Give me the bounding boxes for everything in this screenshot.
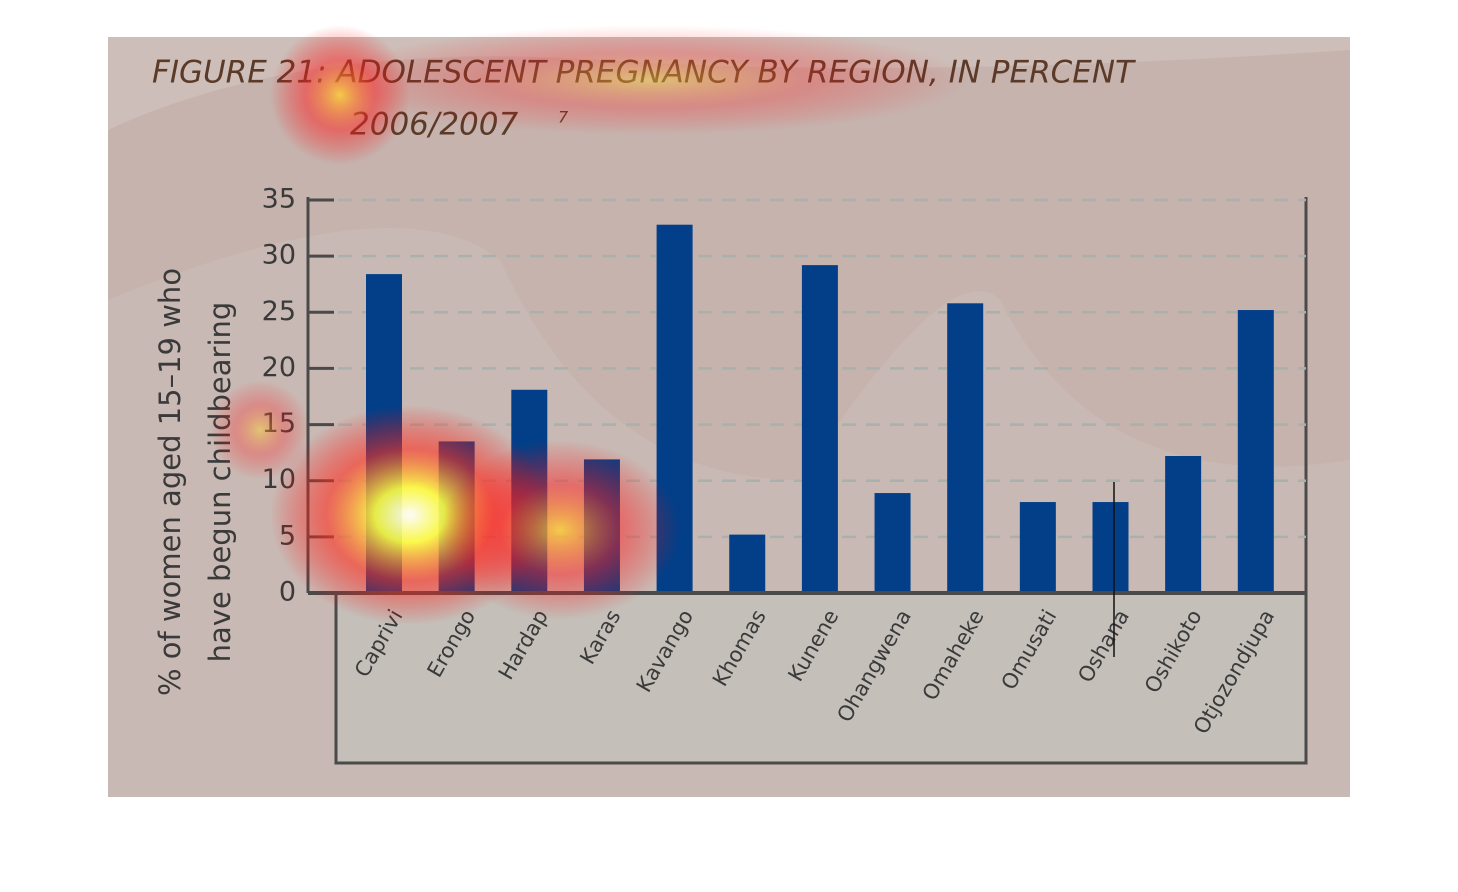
heat-spot bbox=[330, 25, 970, 135]
bg-shape bbox=[108, 37, 1350, 130]
bar bbox=[947, 303, 984, 593]
bar bbox=[1165, 456, 1202, 593]
bar bbox=[801, 265, 838, 593]
bar bbox=[729, 534, 766, 593]
bar bbox=[1092, 502, 1129, 593]
y-tick-label: 30 bbox=[262, 240, 296, 271]
y-tick-label: 25 bbox=[262, 296, 296, 327]
y-axis-label: have begun childbearing bbox=[203, 302, 237, 663]
heatmap bbox=[210, 25, 970, 625]
heat-spot bbox=[210, 380, 310, 480]
bar bbox=[874, 493, 911, 593]
heat-spot bbox=[440, 440, 680, 620]
y-tick-label: 35 bbox=[262, 184, 296, 215]
y-tick-label: 20 bbox=[262, 352, 296, 383]
bar bbox=[1237, 310, 1274, 593]
y-tick-label: 0 bbox=[279, 577, 296, 608]
label-box bbox=[334, 591, 1308, 765]
bar bbox=[1019, 502, 1056, 593]
y-axis-label: % of women aged 15–19 who bbox=[153, 268, 187, 696]
